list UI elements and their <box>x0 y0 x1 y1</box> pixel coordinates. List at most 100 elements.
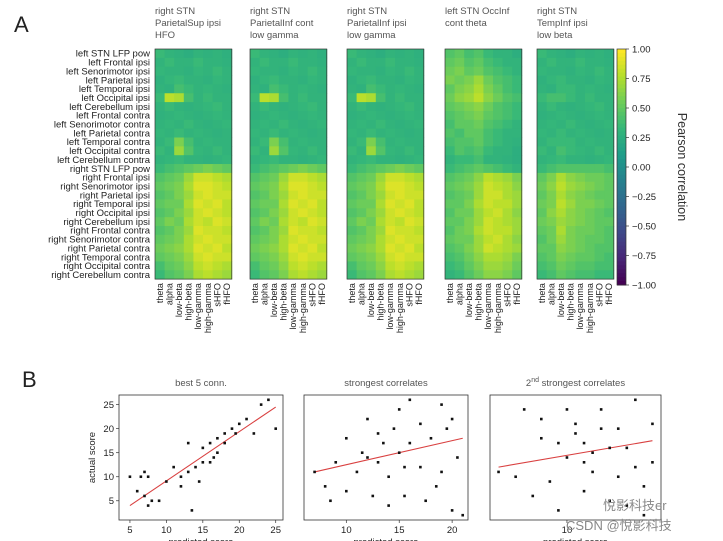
heatmap-cell <box>445 119 455 130</box>
heatmap-cell <box>512 226 523 236</box>
heatmap-cell <box>366 137 377 147</box>
scatter-point <box>625 446 629 450</box>
heatmap-cell <box>385 164 396 174</box>
heatmap-cell <box>594 226 605 236</box>
heatmap-cell <box>395 128 405 138</box>
heatmap-cell <box>556 181 567 191</box>
heatmap-cell <box>565 226 576 236</box>
heatmap-cell <box>483 172 494 183</box>
heatmap-cell <box>317 75 328 85</box>
heatmap-cell <box>375 261 386 271</box>
row-label: left Parietal ipsi <box>86 75 150 86</box>
scatter-point <box>397 451 401 454</box>
heatmap-cell <box>464 217 475 227</box>
heatmap-cell <box>356 234 367 245</box>
heatmap-cell <box>278 243 289 253</box>
heatmap-cell <box>556 84 567 94</box>
heatmap-cell <box>445 181 455 191</box>
heatmap-cell <box>278 119 289 130</box>
heatmap-cell <box>565 199 576 209</box>
heatmap-3-title-line: ParietalInf ipsi <box>347 18 407 29</box>
heatmap-cell <box>594 146 605 156</box>
heatmap-cell <box>193 146 204 156</box>
heatmap-cell <box>164 234 175 245</box>
heatmap-cell <box>269 190 280 200</box>
heatmap-cell <box>565 75 576 85</box>
heatmap-cell <box>366 208 377 218</box>
colorbar-band <box>617 229 626 235</box>
heatmap-cell <box>385 270 396 280</box>
heatmap-cell <box>356 217 367 227</box>
heatmap-cell <box>155 146 165 156</box>
heatmap-cell <box>464 57 475 68</box>
heatmap-cell <box>183 190 194 200</box>
heatmap-cell <box>385 217 396 227</box>
heatmap-cell <box>250 66 260 76</box>
heatmap-cell <box>356 137 367 147</box>
heatmap-cell <box>212 261 223 271</box>
heatmap-cell <box>155 128 165 138</box>
heatmap-cell <box>464 199 475 209</box>
heatmap-cell <box>375 49 386 59</box>
heatmap-cell <box>174 110 185 121</box>
heatmap-cell <box>317 146 328 156</box>
column-label: theta <box>537 283 547 303</box>
heatmap-cell <box>174 172 185 183</box>
heatmap-cell <box>473 190 484 200</box>
heatmap-cell <box>366 128 377 138</box>
colorbar-band <box>617 226 626 231</box>
heatmap-cell <box>483 84 494 94</box>
heatmap-cell <box>594 181 605 191</box>
scatter-point <box>599 408 603 411</box>
heatmap-cell <box>164 164 175 174</box>
heatmap-cell <box>259 270 270 280</box>
heatmap-cell <box>317 172 328 183</box>
heatmap-cell <box>395 102 405 112</box>
heatmap-cell <box>356 252 367 262</box>
heatmap-cell <box>193 252 204 262</box>
heatmap-cell <box>565 217 576 227</box>
x-tick-label: 10 <box>161 525 172 536</box>
heatmap-cell <box>464 128 475 138</box>
heatmap-cell <box>575 137 586 147</box>
heatmap-cell <box>164 261 175 271</box>
heatmap-cell <box>537 102 547 112</box>
colorbar-band <box>617 68 626 74</box>
column-label: sHFO <box>404 283 414 307</box>
heatmap-cell <box>585 226 595 236</box>
column-label: fHFO <box>317 283 327 305</box>
heatmap-cell <box>155 234 165 245</box>
heatmap-cell <box>512 270 523 280</box>
heatmap-cell <box>222 155 233 165</box>
scatter-3-frame <box>489 394 662 521</box>
heatmap-cell <box>546 128 557 138</box>
heatmap-cell <box>404 119 415 130</box>
heatmap-cell <box>193 93 204 103</box>
heatmap-cell <box>537 208 547 218</box>
heatmap-cell <box>269 270 280 280</box>
heatmap-cell <box>203 226 213 236</box>
heatmap-cell <box>366 261 377 271</box>
heatmap-cell <box>174 84 185 94</box>
heatmap-cell <box>483 181 494 191</box>
heatmap-cell <box>278 226 289 236</box>
heatmap-cell <box>307 155 318 165</box>
heatmap-cell <box>212 252 223 262</box>
scatter-point <box>434 485 438 488</box>
heatmap-cell <box>174 137 185 147</box>
heatmap-cell <box>259 128 270 138</box>
heatmap-cell <box>556 252 567 262</box>
heatmap-cell <box>278 190 289 200</box>
heatmap-cell <box>288 261 299 271</box>
heatmap-cell <box>483 208 494 218</box>
heatmap-cell <box>317 93 328 103</box>
scatter-point <box>376 461 380 464</box>
heatmap-cell <box>395 146 405 156</box>
heatmap-cell <box>164 172 175 183</box>
heatmap-cell <box>473 66 484 76</box>
heatmap-cell <box>414 110 425 121</box>
heatmap-cell <box>546 208 557 218</box>
heatmap-cell <box>183 119 194 130</box>
heatmap-cell <box>414 181 425 191</box>
heatmap-cell <box>174 243 185 253</box>
